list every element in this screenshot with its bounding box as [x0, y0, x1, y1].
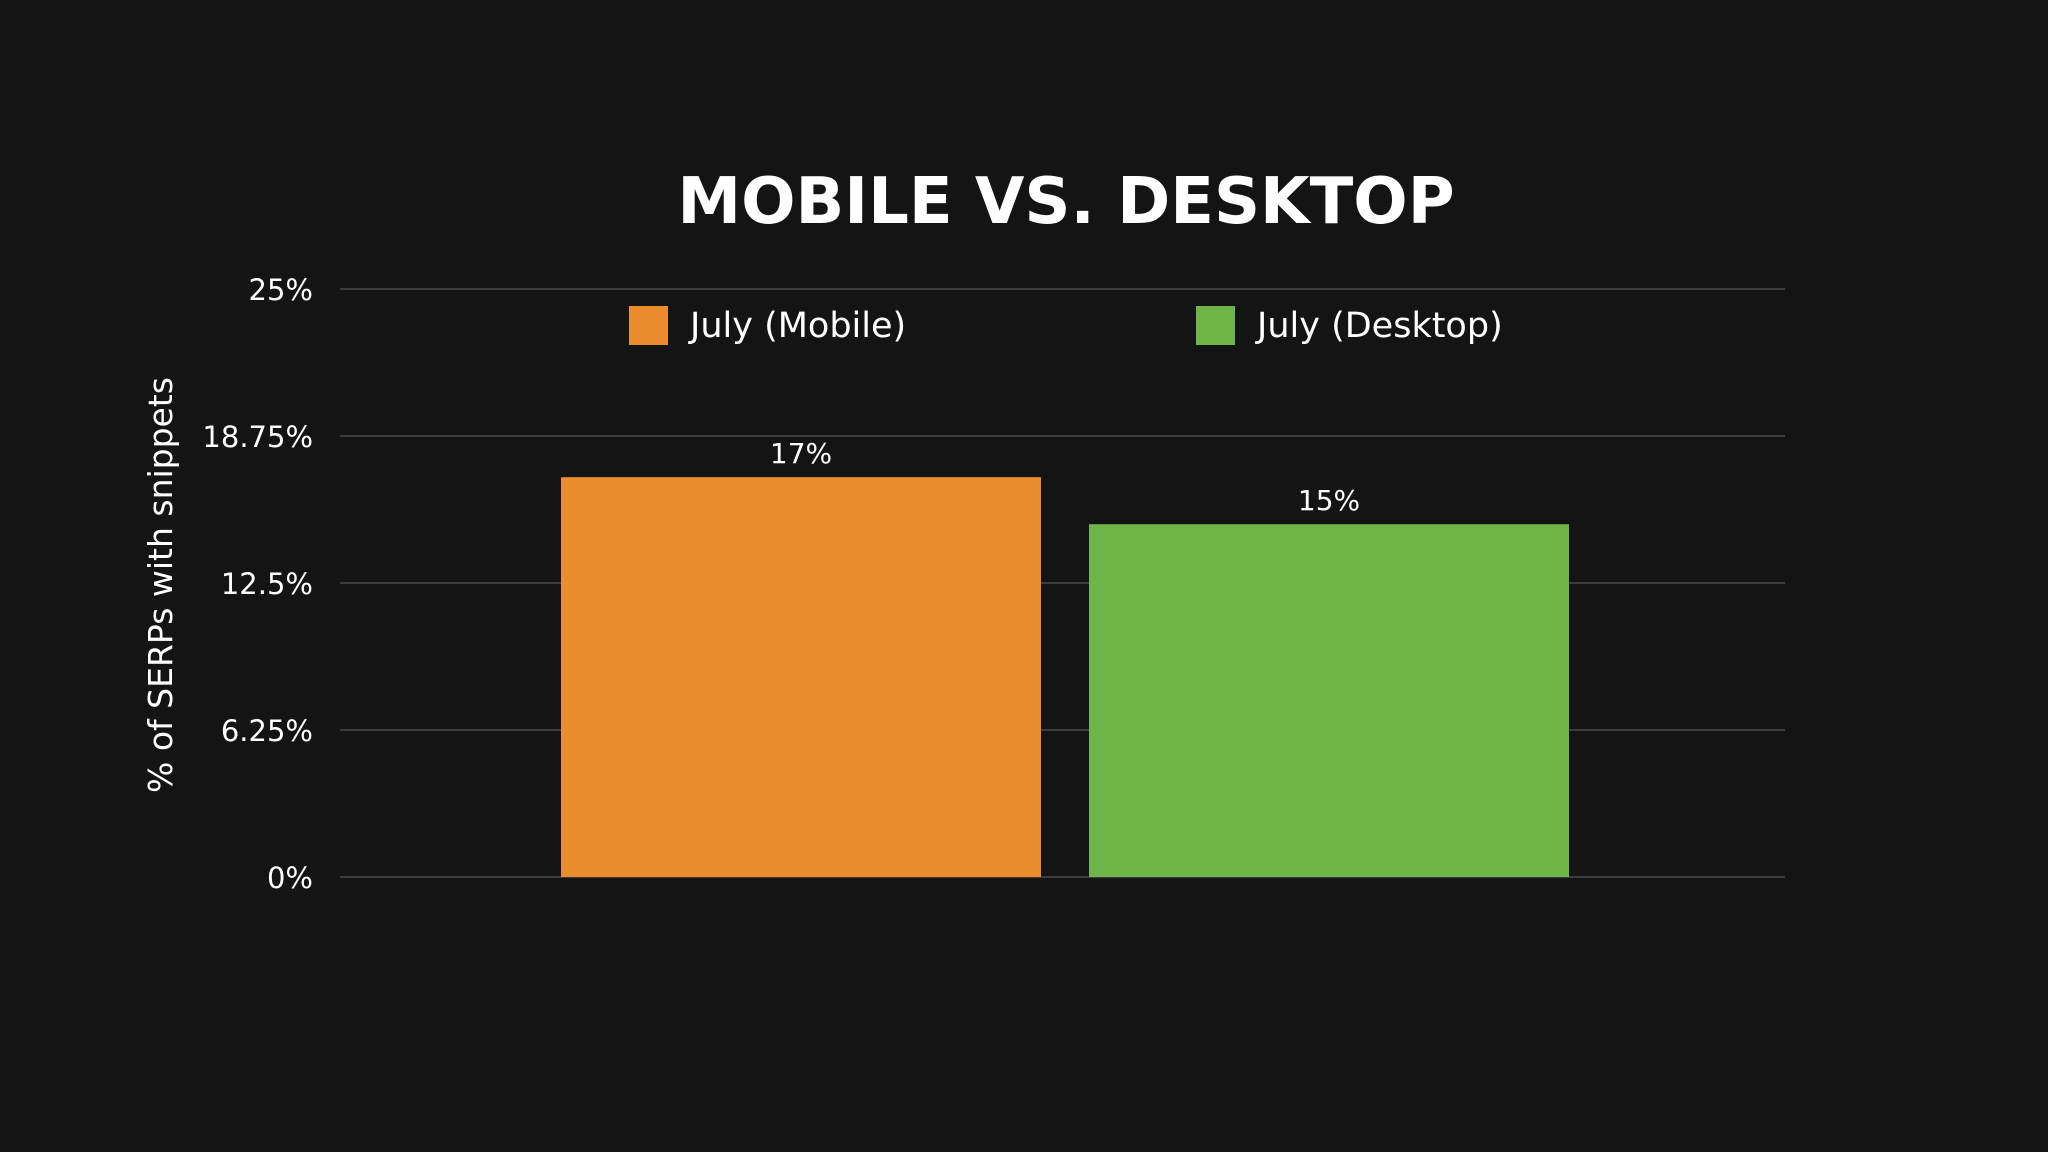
legend-swatch	[629, 306, 668, 345]
y-tick-label: 0%	[267, 861, 313, 895]
chart-title: MOBILE VS. DESKTOP	[677, 165, 1454, 239]
legend-label: July (Desktop)	[1255, 306, 1503, 346]
bar	[561, 477, 1041, 877]
legend-label: July (Mobile)	[688, 306, 906, 346]
y-axis-label: % of SERPs with snippets	[141, 377, 180, 793]
y-tick-label: 12.5%	[221, 567, 313, 601]
legend-swatch	[1196, 306, 1235, 345]
data-label: 15%	[1298, 484, 1360, 517]
y-tick-label: 6.25%	[221, 714, 313, 748]
data-label: 17%	[770, 437, 832, 470]
bars	[561, 477, 1569, 877]
y-tick-label: 25%	[249, 273, 313, 307]
y-axis-ticks: 0% 6.25% 12.5% 18.75% 25%	[202, 273, 313, 895]
bar	[1089, 524, 1569, 877]
y-tick-label: 18.75%	[202, 420, 313, 454]
data-labels: 17% 15%	[770, 437, 1360, 517]
legend: July (Mobile) July (Desktop)	[629, 306, 1503, 346]
